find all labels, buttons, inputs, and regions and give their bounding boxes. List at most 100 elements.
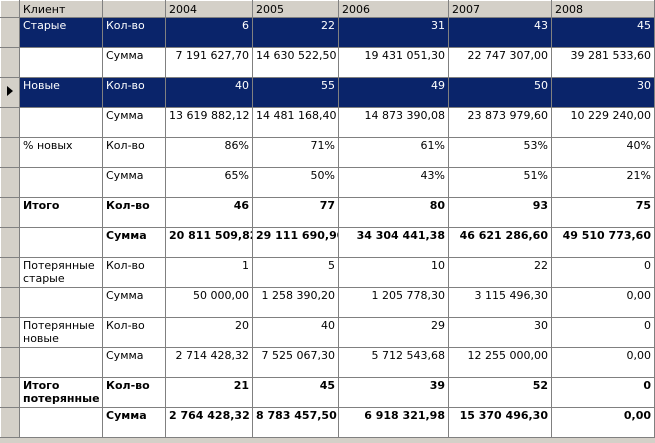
cell-value[interactable]: 71% [252,137,339,168]
cell-value[interactable]: 45 [252,377,339,408]
cell-value[interactable]: 5 712 543,68 [338,347,449,378]
cell-client[interactable]: Новые [19,77,103,108]
cell-value[interactable]: 0 [551,377,655,408]
cell-value[interactable]: 3 115 496,30 [448,287,552,318]
cell-value[interactable]: 43% [338,167,449,198]
cell-value[interactable]: 40% [551,137,655,168]
row-indicator[interactable] [0,317,20,348]
table-row[interactable]: Новые Кол-во 40 55 49 50 30 [0,77,655,108]
table-row[interactable]: Итого Кол-во 46 77 80 93 75 [0,197,655,228]
cell-value[interactable]: 51% [448,167,552,198]
table-row[interactable]: Сумма 2 714 428,32 7 525 067,30 5 712 543,6… [0,347,655,378]
table-row[interactable]: Старые Кол-во 6 22 31 43 45 [0,17,655,48]
cell-value[interactable]: 1 [165,257,253,288]
cell-value[interactable]: 53% [448,137,552,168]
cell-value[interactable]: 0 [551,257,655,288]
cell-value[interactable]: 6 [165,17,253,48]
cell-value[interactable]: 0 [551,317,655,348]
table-row[interactable]: Сумма 65% 50% 43% 51% 21% [0,167,655,198]
cell-measure[interactable]: Кол-во [102,317,166,348]
column-header-year[interactable]: 2006 [338,0,449,18]
cell-measure[interactable]: Сумма [102,227,166,258]
cell-measure[interactable]: Сумма [102,107,166,138]
cell-client[interactable] [19,47,103,78]
column-header-year[interactable]: 2005 [252,0,339,18]
cell-measure[interactable]: Кол-во [102,137,166,168]
row-indicator[interactable] [0,287,20,318]
cell-value[interactable]: 19 431 051,30 [338,47,449,78]
cell-value[interactable]: 5 [252,257,339,288]
cell-value[interactable]: 31 [338,17,449,48]
cell-value[interactable]: 21 [165,377,253,408]
column-header-year[interactable]: 2007 [448,0,552,18]
cell-value[interactable]: 2 764 428,32 [165,407,253,438]
cell-value[interactable]: 14 873 390,08 [338,107,449,138]
cell-value[interactable]: 10 229 240,00 [551,107,655,138]
cell-measure[interactable]: Сумма [102,407,166,438]
cell-value[interactable]: 52 [448,377,552,408]
cell-measure[interactable]: Кол-во [102,17,166,48]
table-row[interactable]: Сумма 20 811 509,82 29 111 690,90 34 304 44… [0,227,655,258]
row-indicator[interactable] [0,167,20,198]
cell-value[interactable]: 80 [338,197,449,228]
cell-measure[interactable]: Сумма [102,167,166,198]
column-header-year[interactable]: 2004 [165,0,253,18]
column-header-year[interactable]: 2008 [551,0,655,18]
table-row[interactable]: Итого потерянные Кол-во 21 45 39 52 0 [0,377,655,408]
cell-value[interactable]: 93 [448,197,552,228]
cell-measure[interactable]: Сумма [102,287,166,318]
cell-client[interactable]: Потерянные старые [19,257,103,288]
cell-value[interactable]: 20 [165,317,253,348]
cell-value[interactable]: 45 [551,17,655,48]
cell-value[interactable]: 40 [165,77,253,108]
cell-value[interactable]: 21% [551,167,655,198]
cell-value[interactable]: 15 370 496,30 [448,407,552,438]
cell-value[interactable]: 1 205 778,30 [338,287,449,318]
cell-value[interactable]: 10 [338,257,449,288]
cell-client[interactable]: Итого [19,197,103,228]
cell-value[interactable]: 49 [338,77,449,108]
table-row[interactable]: Сумма 50 000,00 1 258 390,20 1 205 778,30 3 … [0,287,655,318]
row-indicator[interactable] [0,407,20,438]
table-row[interactable]: Сумма 13 619 882,12 14 481 168,40 14 873 39… [0,107,655,138]
cell-value[interactable]: 13 619 882,12 [165,107,253,138]
cell-value[interactable]: 12 255 000,00 [448,347,552,378]
cell-measure[interactable]: Сумма [102,347,166,378]
cell-client[interactable]: Потерянные новые [19,317,103,348]
cell-measure[interactable]: Сумма [102,47,166,78]
cell-value[interactable]: 22 [252,17,339,48]
cell-value[interactable]: 20 811 509,82 [165,227,253,258]
cell-value[interactable]: 2 714 428,32 [165,347,253,378]
cell-value[interactable]: 77 [252,197,339,228]
cell-client[interactable] [19,167,103,198]
row-indicator[interactable] [0,227,20,258]
cell-value[interactable]: 43 [448,17,552,48]
table-row[interactable]: Сумма 2 764 428,32 8 783 457,50 6 918 321,9… [0,407,655,438]
cell-value[interactable]: 61% [338,137,449,168]
cell-value[interactable]: 50 000,00 [165,287,253,318]
cell-client[interactable]: % новых [19,137,103,168]
cell-measure[interactable]: Кол-во [102,197,166,228]
row-indicator[interactable] [0,17,20,48]
cell-value[interactable]: 29 [338,317,449,348]
cell-value[interactable]: 23 873 979,60 [448,107,552,138]
cell-value[interactable]: 22 747 307,00 [448,47,552,78]
cell-value[interactable]: 7 191 627,70 [165,47,253,78]
cell-value[interactable]: 30 [448,317,552,348]
table-row[interactable]: Сумма 7 191 627,70 14 630 522,50 19 431 051… [0,47,655,78]
table-row[interactable]: Потерянные старые Кол-во 1 5 10 22 0 [0,257,655,288]
cell-value[interactable]: 86% [165,137,253,168]
cell-value[interactable]: 50% [252,167,339,198]
cell-value[interactable]: 49 510 773,60 [551,227,655,258]
cell-value[interactable]: 65% [165,167,253,198]
row-indicator[interactable] [0,137,20,168]
cell-value[interactable]: 75 [551,197,655,228]
cell-measure[interactable]: Кол-во [102,377,166,408]
row-indicator[interactable] [0,107,20,138]
cell-client[interactable]: Старые [19,17,103,48]
cell-value[interactable]: 8 783 457,50 [252,407,339,438]
cell-value[interactable]: 34 304 441,38 [338,227,449,258]
row-indicator[interactable] [0,47,20,78]
cell-client[interactable] [19,347,103,378]
